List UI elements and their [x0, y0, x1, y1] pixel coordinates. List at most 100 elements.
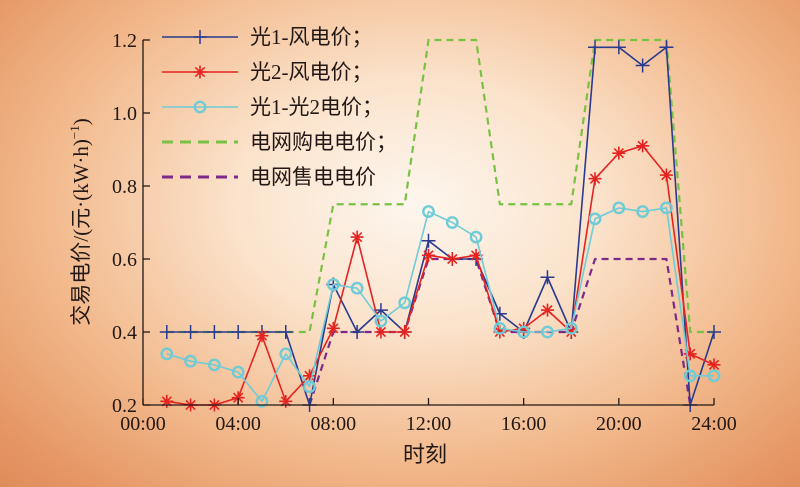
series-3-point: [445, 216, 459, 229]
series-2-point: [445, 252, 459, 266]
series-3-point: [374, 314, 388, 328]
y-tick-label: 1.2: [112, 30, 137, 52]
series-3-point: [660, 201, 673, 215]
series-2-point: [160, 394, 174, 408]
series-2-point: [707, 358, 721, 372]
series-3-point: [279, 347, 293, 361]
series-3-point: [564, 321, 578, 335]
plot-lines: [159, 38, 721, 412]
series-4-line: [166, 38, 714, 334]
series-3-point: [160, 347, 174, 361]
series-3-point: [231, 365, 245, 379]
x-tick-label: 08:00: [311, 413, 357, 435]
series-2-point: [255, 329, 269, 343]
y-axis-label: 交易电价/(元·(kW·h)−1): [67, 118, 93, 325]
series-1-point: [611, 40, 626, 55]
series-1-point: [635, 58, 650, 73]
series-3-point: [184, 354, 197, 368]
series-3-point: [255, 394, 269, 408]
series-3-point: [493, 321, 507, 335]
legend-item-5: 电网售电电价: [162, 165, 376, 189]
axes: 0.2 0.4 0.6 0.8 1.0 1.2 00:00 04:00 08:00 12:00 16…: [112, 30, 737, 435]
x-tick-label: 24:00: [691, 413, 737, 435]
legend-marker: [193, 100, 207, 114]
series-2-line: [166, 145, 715, 406]
legend-label: 光2-风电价；: [250, 60, 373, 84]
x-tick-label: 04:00: [215, 413, 261, 435]
series-2-point: [303, 369, 317, 383]
series-1-line: [166, 46, 715, 406]
series-3-line: [166, 207, 714, 403]
legend-marker: [193, 65, 207, 79]
series-3-point: [326, 278, 340, 291]
legend-item-1: 光1-风电价；: [162, 25, 373, 49]
series-1-point: [659, 40, 674, 55]
legend-label: 电网购电电价；: [250, 130, 397, 154]
series-2-point: [279, 394, 293, 408]
y-tick-label: 1.0: [112, 103, 137, 125]
series-1-point: [231, 325, 246, 339]
series-3-point: [207, 358, 221, 372]
legend-label: 电网售电电价: [250, 165, 376, 189]
series-5-line: [308, 257, 692, 406]
series-1-point: [707, 325, 721, 339]
y-tick-label: 0.4: [112, 322, 137, 344]
legend-item-2: 光2-风电价；: [162, 60, 373, 84]
series-1-point: [350, 325, 365, 339]
x-tick-label: 20:00: [596, 413, 642, 435]
series-2-point: [493, 325, 507, 339]
series-2-point: [374, 325, 388, 339]
series-2-point: [659, 168, 673, 182]
y-axis-label-group: 交易电价/(元·(kW·h)−1): [67, 118, 93, 325]
series-2-point: [422, 248, 435, 262]
legend-label: 光1-风电价；: [250, 25, 373, 49]
series-2-point: [231, 391, 245, 405]
legend: 光1-风电价； 光2-风电价； 光1-光2电价； 电网购电电价； 电网售电电价: [162, 25, 397, 189]
series-2-point: [398, 325, 412, 339]
series-3-point: [683, 369, 697, 383]
series-2-point: [683, 347, 697, 361]
series-5: [308, 257, 692, 406]
y-axis-label-exponent: −1: [67, 125, 82, 139]
series-2-point: [469, 248, 483, 262]
series-3-point: [588, 212, 602, 226]
x-axis-label: 时刻: [403, 442, 447, 467]
series-3-point: [636, 205, 650, 218]
series-1: [159, 40, 721, 412]
series-3: [160, 201, 721, 408]
series-2-point: [588, 172, 602, 186]
series-2-point: [326, 321, 340, 335]
legend-item-4: 电网购电电价；: [162, 130, 397, 154]
series-1-point: [207, 325, 222, 339]
series-3-point: [350, 281, 364, 295]
y-tick-label: 0.6: [112, 249, 137, 271]
series-3-point: [469, 230, 483, 244]
series-2-point: [612, 146, 626, 160]
x-tick-label: 00:00: [120, 413, 166, 435]
series-1-point: [588, 40, 603, 55]
series-3-point: [303, 380, 316, 394]
series-2-point: [564, 325, 578, 339]
series-3-point: [422, 205, 435, 218]
x-tick-label: 16:00: [501, 413, 547, 435]
series-2-point: [517, 321, 531, 335]
series-1-point: [159, 325, 174, 339]
series-1-point: [492, 306, 507, 321]
y-axis-label-main: 交易电价/(元·(kW·h): [69, 139, 93, 326]
legend-label: 光1-光2电价；: [250, 95, 383, 119]
legend-marker: [193, 30, 207, 44]
series-2-point: [350, 230, 364, 244]
series-3-point: [398, 296, 412, 310]
series-2-point: [540, 303, 554, 317]
series-3-point: [517, 325, 531, 339]
legend-item-3: 光1-光2电价；: [162, 95, 383, 119]
y-axis-label-close: ): [69, 118, 93, 125]
x-tick-label: 12:00: [406, 413, 452, 435]
series-1-point: [540, 270, 555, 285]
y-tick-label: 0.8: [112, 176, 137, 198]
y-tick-label: 0.2: [112, 395, 137, 417]
series-3-point: [707, 369, 721, 383]
series-1-point: [183, 325, 198, 339]
series-3-point: [612, 201, 626, 215]
